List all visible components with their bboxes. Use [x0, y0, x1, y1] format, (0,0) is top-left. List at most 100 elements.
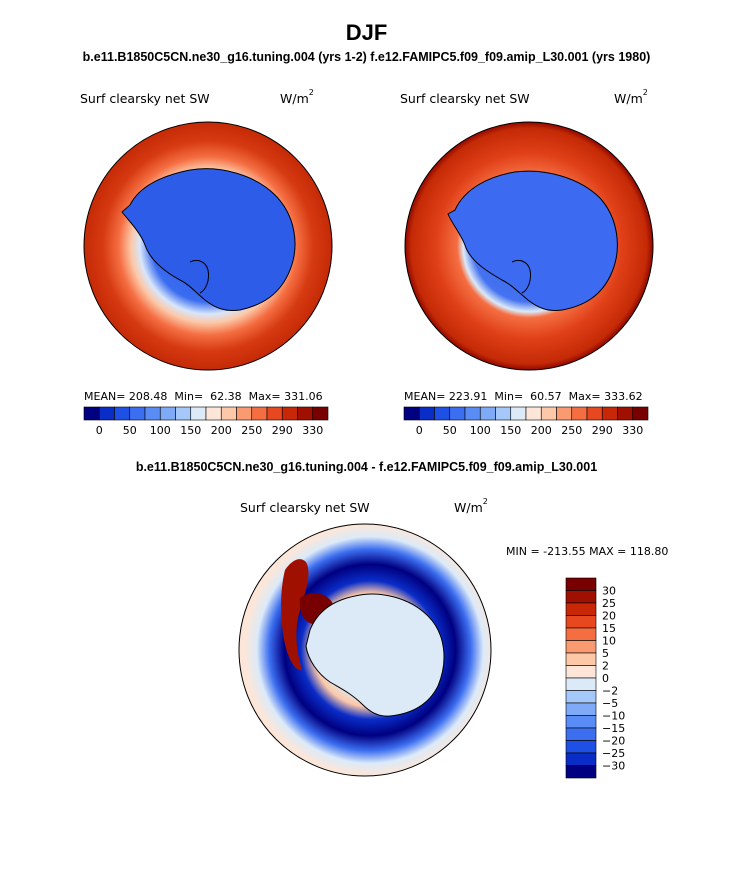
right-colorbar-tick-label: 0 [416, 424, 423, 437]
right-colorbar-swatch [403, 406, 420, 421]
diff-colorbar-tick-label: −2 [602, 685, 618, 698]
left-colorbar-swatch [129, 406, 146, 421]
diff-colorbar-swatch [565, 677, 597, 691]
left-colorbar-swatch [266, 406, 283, 421]
diff-colorbar-tick-label: −5 [602, 697, 618, 710]
left-colorbar-swatch [190, 406, 207, 421]
left-colorbar-swatch [175, 406, 192, 421]
left-colorbar-swatch [144, 406, 161, 421]
diff-colorbar-tick-label: 30 [602, 585, 616, 598]
diff-antarctica-outline [305, 593, 445, 717]
left-colorbar-swatch [83, 406, 100, 421]
diff-colorbar-tick-label: −25 [602, 747, 625, 760]
right-colorbar-swatch [540, 406, 557, 421]
left-colorbar-swatch [159, 406, 176, 421]
right-colorbar-tick-label: 50 [443, 424, 457, 437]
diff-colorbar-tick-label: 15 [602, 622, 616, 635]
right-colorbar-swatch [495, 406, 512, 421]
left-colorbar-swatch [220, 406, 237, 421]
right-colorbar-swatch [479, 406, 496, 421]
left-colorbar-swatch [297, 406, 314, 421]
left-colorbar-tick-label: 50 [123, 424, 137, 437]
diff-colorbar-tick-label: 2 [602, 660, 609, 673]
left-colorbar-tick-label: 150 [180, 424, 201, 437]
left-colorbar-swatch [236, 406, 253, 421]
right-map [404, 121, 654, 371]
diff-colorbar-swatch [565, 615, 597, 629]
left-colorbar: 0 50 100 150 200 250 290 330 [83, 406, 329, 437]
diff-colorbar-tick-label: −15 [602, 722, 625, 735]
left-colorbar-swatch [205, 406, 222, 421]
right-colorbar-swatch [525, 406, 542, 421]
diff-colorbar-swatch [565, 740, 597, 754]
left-antarctica-outline [121, 168, 296, 311]
right-colorbar-swatch [556, 406, 573, 421]
right-colorbar-swatch [571, 406, 588, 421]
right-colorbar: 0 50 100 150 200 250 290 330 [403, 406, 649, 437]
right-colorbar-swatch [464, 406, 481, 421]
right-antarctica-outline [447, 170, 618, 311]
left-colorbar-swatch [251, 406, 268, 421]
left-colorbar-tick-label: 250 [241, 424, 262, 437]
diff-anomaly-peninsula [281, 559, 309, 671]
right-colorbar-tick-label: 290 [592, 424, 613, 437]
left-colorbar-tick-label: 200 [211, 424, 232, 437]
diff-colorbar-tick-label: 5 [602, 647, 609, 660]
right-colorbar-tick-label: 330 [622, 424, 643, 437]
left-colorbar-tick-label: 290 [272, 424, 293, 437]
diff-subtitle: b.e11.B1850C5CN.ne30_g16.tuning.004 - f.… [135, 460, 598, 474]
diff-colorbar-tick-label: 25 [602, 597, 616, 610]
diff-colorbar-swatch [565, 702, 597, 716]
left-colorbar-tick-label: 0 [96, 424, 103, 437]
left-panel-title: Surf clearsky net SW [80, 91, 210, 106]
right-colorbar-tick-label: 200 [531, 424, 552, 437]
difference-map [238, 523, 492, 777]
diff-colorbar-tick-label: 10 [602, 635, 616, 648]
diff-colorbar-swatch [565, 627, 597, 641]
left-colorbar-tick-label: 330 [302, 424, 323, 437]
figure-title: DJF [345, 20, 388, 45]
right-colorbar-swatch [449, 406, 466, 421]
right-colorbar-swatch [632, 406, 649, 421]
diff-colorbar-swatch [565, 640, 597, 654]
diff-colorbar-tick-label: 0 [602, 672, 609, 685]
right-panel-title: Surf clearsky net SW [400, 91, 530, 106]
diff-colorbar-swatch [565, 602, 597, 616]
diff-colorbar-swatch [565, 727, 597, 741]
diff-colorbar-tick-label: −20 [602, 735, 625, 748]
left-map [83, 121, 333, 371]
left-colorbar-tick-label: 100 [150, 424, 171, 437]
right-colorbar-swatch [418, 406, 435, 421]
right-colorbar-tick-label: 150 [500, 424, 521, 437]
left-colorbar-swatch [312, 406, 329, 421]
left-stats: MEAN= 208.48 Min= 62.38 Max= 331.06 [84, 390, 323, 403]
diff-colorbar-swatch [565, 690, 597, 704]
diff-minmax: MIN = -213.55 MAX = 118.80 [506, 545, 669, 558]
top-subtitle: b.e11.B1850C5CN.ne30_g16.tuning.004 (yrs… [82, 50, 651, 64]
left-colorbar-swatch [114, 406, 131, 421]
left-colorbar-swatch [281, 406, 298, 421]
right-colorbar-swatch [586, 406, 603, 421]
right-colorbar-swatch [601, 406, 618, 421]
right-colorbar-swatch [434, 406, 451, 421]
diff-panel-title: Surf clearsky net SW [240, 500, 370, 515]
right-colorbar-swatch [617, 406, 634, 421]
diff-colorbar-swatch [565, 652, 597, 666]
diff-colorbar-swatch [565, 765, 597, 779]
left-colorbar-swatch [98, 406, 115, 421]
diff-colorbar-tick-label: 20 [602, 610, 616, 623]
diff-panel-units: W/m2 [454, 497, 488, 515]
diff-colorbar-tick-label: −30 [602, 760, 625, 773]
right-colorbar-swatch [510, 406, 527, 421]
right-colorbar-tick-label: 100 [470, 424, 491, 437]
right-stats: MEAN= 223.91 Min= 60.57 Max= 333.62 [404, 390, 643, 403]
diff-colorbar-swatch [565, 715, 597, 729]
diff-colorbar-swatch [565, 665, 597, 679]
right-colorbar-tick-label: 250 [561, 424, 582, 437]
left-panel-units: W/m2 [280, 88, 314, 106]
diff-colorbar-swatch [565, 577, 597, 591]
diff-colorbar-swatch [565, 590, 597, 604]
diff-colorbar-swatch [565, 752, 597, 766]
